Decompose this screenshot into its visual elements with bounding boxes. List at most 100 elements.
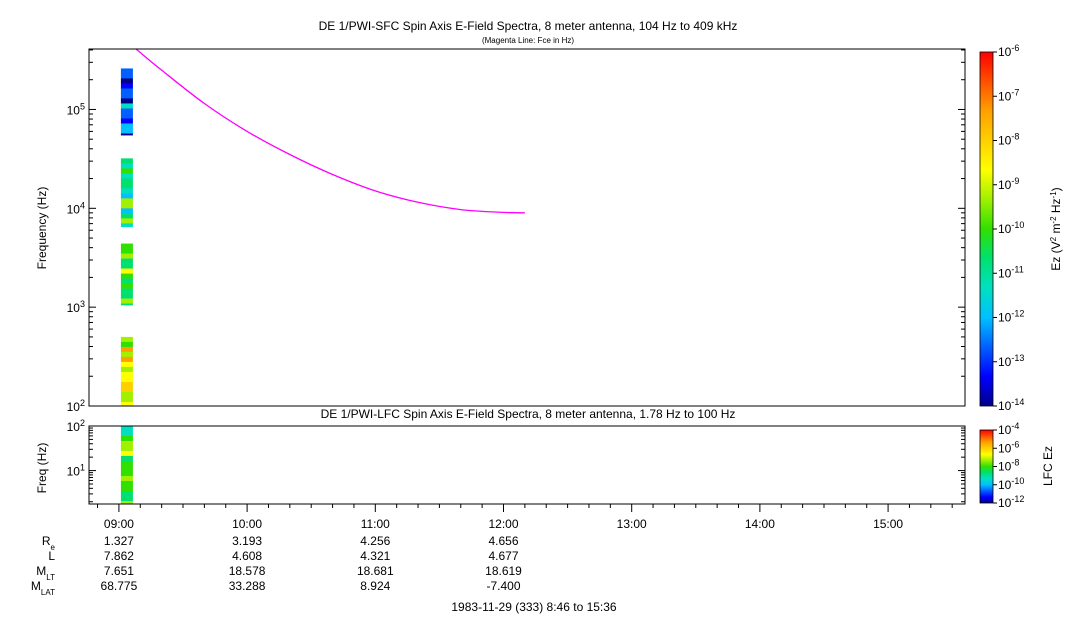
ephemeris-label: Re: [42, 534, 56, 552]
ephemeris-value: 4.677: [488, 549, 518, 563]
spectral-cell: [120, 268, 133, 274]
spectral-cell: [120, 481, 133, 487]
x-tick-label: 10:00: [232, 517, 262, 531]
colorbar-tick-label: 10-14: [998, 397, 1024, 413]
spectral-cell: [120, 98, 133, 104]
colorbar-tick-label: 10-6: [998, 439, 1019, 455]
spectral-cell: [120, 118, 133, 124]
colorbar-tick-label: 10-11: [998, 264, 1024, 280]
spectral-band: [120, 426, 133, 505]
colorbar-tick-label: 10-8: [998, 458, 1019, 474]
spectral-cell: [120, 278, 133, 284]
ephemeris-value: 7.651: [104, 564, 134, 578]
spectral-cell: [120, 103, 133, 109]
spectral-cell: [120, 83, 133, 89]
sfc-spectrogram-panel: 102 103 104 105 Frequency (Hz): [35, 48, 966, 414]
spectral-cell: [120, 466, 133, 472]
ephemeris-value: 33.288: [229, 579, 266, 593]
spectral-cell: [120, 183, 133, 189]
colorbar-gradient: [979, 429, 994, 504]
x-tick-label: 13:00: [617, 517, 647, 531]
spectral-cell: [120, 203, 133, 209]
colorbar-gradient: [979, 51, 994, 407]
ephemeris-value: 8.924: [360, 579, 390, 593]
lfc-colorbar-label: LFC Ez: [1041, 446, 1055, 486]
y-tick-label: 103: [67, 299, 85, 315]
x-tick-label: 12:00: [488, 517, 518, 531]
colorbar-tick-label: 10-9: [998, 176, 1019, 192]
colorbar-tick-label: 10-8: [998, 132, 1019, 148]
spectral-cell: [120, 346, 133, 353]
sfc-colorbar: 10-6 10-7 10-8 10-9 10-10 10-11 10-12 10-13 10-1…: [979, 43, 1024, 413]
spectral-cell: [120, 173, 133, 179]
spectral-cell: [120, 188, 133, 194]
sfc-title: DE 1/PWI-SFC Spin Axis E-Field Spectra, …: [319, 19, 738, 33]
colorbar-tick-label: 10-12: [998, 309, 1024, 325]
spectral-cell: [120, 436, 133, 442]
lfc-spectrogram-panel: 101 102 Freq (Hz): [35, 418, 966, 505]
fce-line: [135, 48, 525, 214]
colorbar-tick-label: 10-10: [998, 220, 1024, 236]
spectral-cell: [120, 123, 133, 129]
sfc-plot-frame: [88, 48, 966, 407]
spectral-cell: [120, 213, 133, 219]
spectral-cell: [120, 128, 133, 134]
colorbar-tick-label: 10-13: [998, 353, 1024, 369]
spectral-cell: [120, 361, 133, 368]
spectral-cell: [120, 336, 133, 343]
colorbar-tick-label: 10-6: [998, 43, 1019, 59]
spectral-cell: [120, 371, 133, 378]
ephemeris-value: 7.862: [104, 549, 134, 563]
spectral-cell: [120, 248, 133, 254]
spectral-band: [120, 243, 133, 306]
ephemeris-value: 1.327: [104, 534, 134, 548]
colorbar-tick-label: 10-10: [998, 476, 1024, 492]
spectral-cell: [120, 218, 133, 224]
spectral-cell: [120, 273, 133, 279]
spectral-cell: [120, 78, 133, 84]
ephemeris-value: 18.619: [485, 564, 522, 578]
spectral-cell: [120, 446, 133, 452]
spectral-cell: [120, 441, 133, 447]
spectral-cell: [120, 283, 133, 289]
time-axis: 09:00 10:00 11:00 12:00 13:00 14:00 15:00: [97, 504, 953, 531]
colorbar-tick-label: 10-12: [998, 494, 1024, 510]
ephemeris-value: 4.656: [488, 534, 518, 548]
spectral-cell: [120, 303, 133, 306]
x-tick-label: 15:00: [873, 517, 903, 531]
ephemeris-value: 18.681: [357, 564, 394, 578]
spectral-cell: [120, 158, 133, 164]
sfc-ylabel: Frequency (Hz): [35, 187, 49, 270]
lfc-ylabel: Freq (Hz): [35, 443, 49, 494]
spectral-cell: [120, 426, 133, 432]
spectral-cell: [120, 451, 133, 457]
spectral-cell: [120, 193, 133, 199]
spectral-cell: [120, 486, 133, 492]
ephemeris-value: 4.256: [360, 534, 390, 548]
spectral-cell: [120, 456, 133, 462]
lfc-plot-frame: [88, 425, 966, 505]
spectral-cell: [120, 298, 133, 304]
ephemeris-label: MLAT: [31, 579, 55, 597]
spectral-cell: [120, 243, 133, 249]
spectral-cell: [120, 88, 133, 94]
spectral-cell: [120, 496, 133, 502]
sfc-colorbar-label: Ez (V2 m-2 Hz-1): [1049, 187, 1064, 270]
spectral-band: [120, 68, 133, 136]
spectral-cell: [120, 163, 133, 169]
time-range-label: 1983-11-29 (333) 8:46 to 15:36: [451, 600, 617, 614]
spectral-cell: [120, 391, 133, 398]
spectral-cell: [120, 356, 133, 363]
spectral-cell: [120, 93, 133, 99]
x-tick-label: 11:00: [361, 517, 390, 531]
spectral-cell: [120, 381, 133, 388]
ephemeris-label: L: [48, 549, 55, 563]
spectral-cell: [120, 208, 133, 214]
spectral-cell: [120, 68, 133, 74]
lfc-colorbar: 10-4 10-6 10-8 10-10 10-12: [979, 421, 1024, 510]
y-tick-label: 102: [67, 398, 85, 414]
spectral-cell: [120, 401, 133, 407]
spectral-cell: [120, 178, 133, 184]
ephemeris-table: Re 1.327 3.193 4.256 4.656 L 7.862 4.608 4.321 4.…: [31, 534, 522, 597]
